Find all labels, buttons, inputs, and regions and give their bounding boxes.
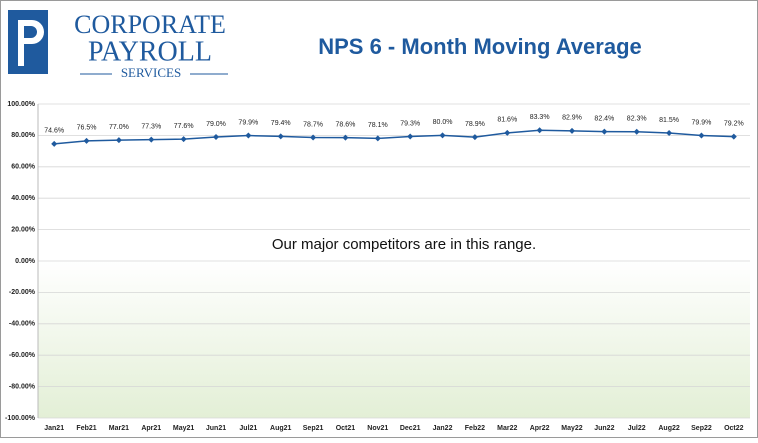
marker <box>698 132 705 139</box>
value-label: 78.9% <box>465 121 485 128</box>
marker <box>374 135 381 142</box>
value-label: 77.0% <box>109 124 129 131</box>
x-tick-label: Aug21 <box>270 425 292 432</box>
value-label: 79.9% <box>238 119 258 126</box>
marker <box>245 132 252 139</box>
marker <box>148 136 155 143</box>
value-label: 76.5% <box>77 125 97 132</box>
annotation: Our major competitors are in this range. <box>272 236 536 253</box>
value-label: 74.6% <box>44 128 64 135</box>
value-label: 80.0% <box>433 119 453 126</box>
x-tick-label: Dec21 <box>400 425 421 432</box>
marker <box>439 132 446 139</box>
x-tick-label: Jan22 <box>433 425 453 432</box>
logo-line3: SERVICES <box>121 65 181 80</box>
marker <box>536 127 543 134</box>
logo: CORPORATE PAYROLL SERVICES <box>8 10 228 80</box>
y-tick-label: 60.00% <box>11 164 36 171</box>
logo-p <box>18 20 44 66</box>
logo-line1: CORPORATE <box>74 10 226 39</box>
y-tick-label: 20.00% <box>11 226 36 233</box>
marker <box>601 128 608 135</box>
series-line <box>54 129 734 145</box>
value-label: 79.4% <box>271 120 291 127</box>
marker <box>51 140 58 147</box>
x-tick-label: Mar21 <box>109 425 129 432</box>
y-tick-label: -100.00% <box>5 415 36 422</box>
value-label: 78.7% <box>303 121 323 128</box>
value-label: 79.0% <box>206 121 226 128</box>
marker <box>277 133 284 140</box>
value-label: 79.9% <box>692 119 712 126</box>
marker <box>310 134 317 141</box>
x-tick-label: Aug22 <box>658 425 680 432</box>
value-label: 81.6% <box>497 117 517 124</box>
marker <box>83 137 90 144</box>
x-tick-label: Apr21 <box>141 425 161 432</box>
x-tick-label: Feb22 <box>465 425 485 432</box>
x-tick-label: Sep21 <box>303 425 324 432</box>
y-tick-label: 100.00% <box>7 101 35 108</box>
value-label: 81.5% <box>659 117 679 124</box>
y-tick-label: -80.00% <box>9 383 36 390</box>
logo-line2: PAYROLL <box>88 36 212 67</box>
x-tick-label: Oct21 <box>336 425 356 432</box>
y-tick-label: 0.00% <box>15 258 36 265</box>
value-label: 78.6% <box>336 121 356 128</box>
marker <box>213 133 219 140</box>
value-label: 79.3% <box>400 120 420 127</box>
x-tick-label: Apr22 <box>530 425 550 432</box>
value-label: 77.3% <box>141 123 161 130</box>
x-tick-label: Mar22 <box>497 425 517 432</box>
chart-title: NPS 6 - Month Moving Average <box>318 34 642 59</box>
marker <box>342 134 349 141</box>
plot-area: 100.00% 80.00% 60.00% 40.00% 20.00% 0.00% -20.… <box>5 101 750 432</box>
value-label: 82.4% <box>594 115 614 122</box>
x-tick-label: Jun21 <box>206 425 226 432</box>
value-label: 82.3% <box>627 116 647 123</box>
value-label: 83.3% <box>530 114 550 121</box>
x-tick-label: Sep22 <box>691 425 712 432</box>
x-tick-label: Feb21 <box>76 425 96 432</box>
y-tick-label: -20.00% <box>9 289 36 296</box>
marker <box>115 137 122 144</box>
x-tick-label: Jan21 <box>44 425 64 432</box>
y-tick-label: -60.00% <box>9 352 36 359</box>
y-tick-label: -40.00% <box>9 321 36 328</box>
value-label: 82.9% <box>562 115 582 122</box>
value-label: 79.2% <box>724 120 744 127</box>
marker <box>633 128 640 135</box>
x-tick-label: May21 <box>173 425 195 432</box>
marker <box>471 134 478 141</box>
value-label: 77.6% <box>174 123 194 130</box>
x-tick-label: Oct22 <box>724 425 744 432</box>
x-tick-label: Jul22 <box>628 425 646 432</box>
y-tick-label: 80.00% <box>11 132 36 139</box>
x-tick-label: Jun22 <box>594 425 614 432</box>
marker <box>730 133 737 140</box>
marker <box>666 130 673 137</box>
marker <box>504 129 511 136</box>
y-tick-label: 40.00% <box>11 195 36 202</box>
x-tick-label: May22 <box>561 425 583 432</box>
x-tick-label: Jul21 <box>239 425 257 432</box>
x-tick-label: Nov21 <box>367 425 388 432</box>
marker <box>180 136 187 143</box>
marker <box>569 127 575 134</box>
value-label: 78.1% <box>368 122 388 129</box>
negative-region <box>38 261 750 418</box>
marker <box>407 133 414 140</box>
